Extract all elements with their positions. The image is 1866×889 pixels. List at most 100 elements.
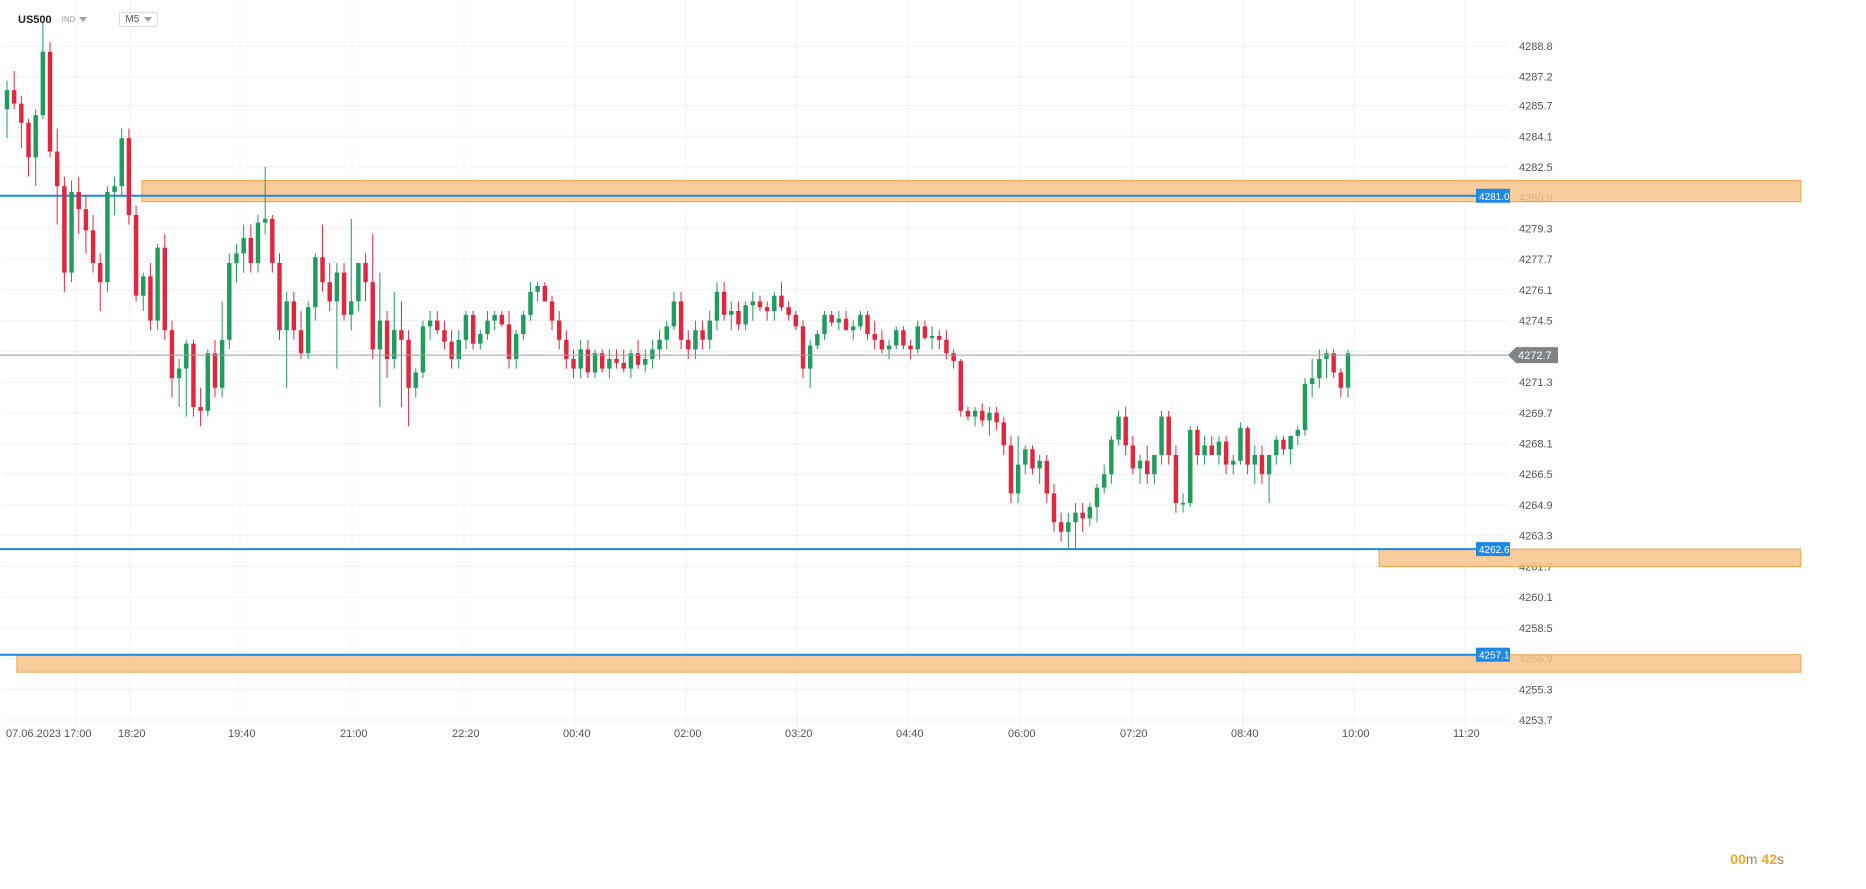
candle-body[interactable]	[929, 335, 935, 338]
candle-body[interactable]	[686, 339, 691, 350]
candle-body[interactable]	[126, 138, 132, 215]
candle-body[interactable]	[456, 339, 462, 359]
candle-body[interactable]	[348, 301, 354, 315]
candle-body[interactable]	[184, 343, 189, 369]
candle-body[interactable]	[1195, 430, 1200, 456]
candle-body[interactable]	[1302, 383, 1308, 431]
candle-body[interactable]	[872, 334, 877, 340]
candle-body[interactable]	[707, 320, 712, 340]
candle-body[interactable]	[1188, 430, 1193, 504]
candle-body[interactable]	[112, 186, 117, 192]
candle-body[interactable]	[1274, 439, 1279, 456]
candle-body[interactable]	[937, 335, 942, 340]
candle-body[interactable]	[83, 209, 89, 231]
candle-body[interactable]	[1058, 522, 1064, 532]
candle-body[interactable]	[757, 301, 763, 308]
candle-body[interactable]	[1015, 464, 1021, 494]
candle-body[interactable]	[965, 410, 971, 417]
candle-body[interactable]	[327, 282, 332, 302]
candle-body[interactable]	[879, 339, 885, 350]
candle-body[interactable]	[1173, 455, 1179, 504]
candle-body[interactable]	[334, 272, 340, 302]
candle-body[interactable]	[1324, 353, 1329, 359]
candle-body[interactable]	[133, 214, 139, 296]
candle-body[interactable]	[1144, 460, 1150, 475]
candle-body[interactable]	[463, 314, 469, 340]
candle-body[interactable]	[392, 330, 397, 359]
candle-body[interactable]	[793, 314, 799, 327]
candle-body[interactable]	[98, 262, 103, 283]
candle-body[interactable]	[399, 330, 404, 340]
candle-body[interactable]	[721, 291, 727, 315]
candle-body[interactable]	[535, 286, 540, 292]
candle-body[interactable]	[607, 358, 612, 369]
candle-body[interactable]	[26, 122, 31, 158]
candle-body[interactable]	[850, 326, 856, 331]
candle-body[interactable]	[141, 276, 146, 296]
candle-body[interactable]	[277, 262, 282, 331]
candle-body[interactable]	[241, 238, 246, 254]
candle-body[interactable]	[822, 314, 827, 335]
candle-body[interactable]	[40, 51, 46, 116]
candle-body[interactable]	[556, 320, 562, 340]
candle-body[interactable]	[693, 330, 698, 350]
candle-body[interactable]	[944, 339, 949, 354]
candle-body[interactable]	[1259, 455, 1265, 475]
candle-body[interactable]	[320, 257, 325, 283]
candle-body[interactable]	[313, 257, 318, 308]
candle-body[interactable]	[994, 412, 999, 423]
candle-body[interactable]	[1345, 353, 1351, 388]
candle-body[interactable]	[76, 191, 81, 210]
candle-body[interactable]	[1001, 422, 1007, 446]
candle-body[interactable]	[635, 353, 641, 365]
candle-body[interactable]	[736, 310, 741, 325]
candle-body[interactable]	[1159, 416, 1164, 456]
candle-body[interactable]	[972, 410, 978, 417]
candle-body[interactable]	[671, 301, 677, 327]
candle-body[interactable]	[485, 320, 490, 335]
candle-body[interactable]	[255, 222, 261, 263]
candle-body[interactable]	[908, 345, 913, 350]
candle-body[interactable]	[1037, 460, 1042, 469]
candle-body[interactable]	[176, 368, 182, 379]
candle-body[interactable]	[1209, 445, 1214, 456]
candle-body[interactable]	[657, 339, 662, 350]
candle-body[interactable]	[198, 407, 203, 411]
candle-body[interactable]	[1051, 493, 1057, 523]
candle-body[interactable]	[1231, 460, 1236, 465]
candle-body[interactable]	[47, 51, 53, 152]
candle-body[interactable]	[212, 353, 218, 388]
candle-body[interactable]	[1166, 416, 1171, 456]
candle-body[interactable]	[564, 339, 569, 359]
candle-body[interactable]	[664, 326, 669, 340]
candle-body[interactable]	[750, 301, 756, 306]
candle-body[interactable]	[1216, 441, 1222, 456]
candle-body[interactable]	[1116, 416, 1121, 440]
candle-body[interactable]	[227, 262, 232, 340]
candle-body[interactable]	[1087, 506, 1093, 519]
candle-body[interactable]	[958, 360, 963, 411]
candle-body[interactable]	[499, 314, 505, 325]
candle-body[interactable]	[478, 334, 483, 344]
candle-body[interactable]	[69, 191, 74, 273]
candle-body[interactable]	[915, 326, 920, 350]
candle-body[interactable]	[506, 324, 512, 359]
candle-body[interactable]	[893, 330, 899, 346]
candle-body[interactable]	[542, 286, 548, 302]
candle-body[interactable]	[4, 90, 10, 110]
candle-body[interactable]	[858, 314, 863, 327]
candle-body[interactable]	[413, 372, 418, 388]
candle-body[interactable]	[764, 307, 770, 311]
candle-body[interactable]	[528, 291, 533, 315]
candle-body[interactable]	[19, 103, 24, 123]
candle-body[interactable]	[585, 349, 591, 373]
candle-body[interactable]	[62, 186, 67, 273]
candle-body[interactable]	[219, 339, 225, 388]
candle-body[interactable]	[592, 353, 598, 373]
candle-body[interactable]	[162, 247, 167, 331]
candle-body[interactable]	[1245, 428, 1250, 465]
candle-body[interactable]	[270, 218, 275, 263]
candle-body[interactable]	[11, 90, 17, 104]
candle-body[interactable]	[377, 320, 383, 350]
